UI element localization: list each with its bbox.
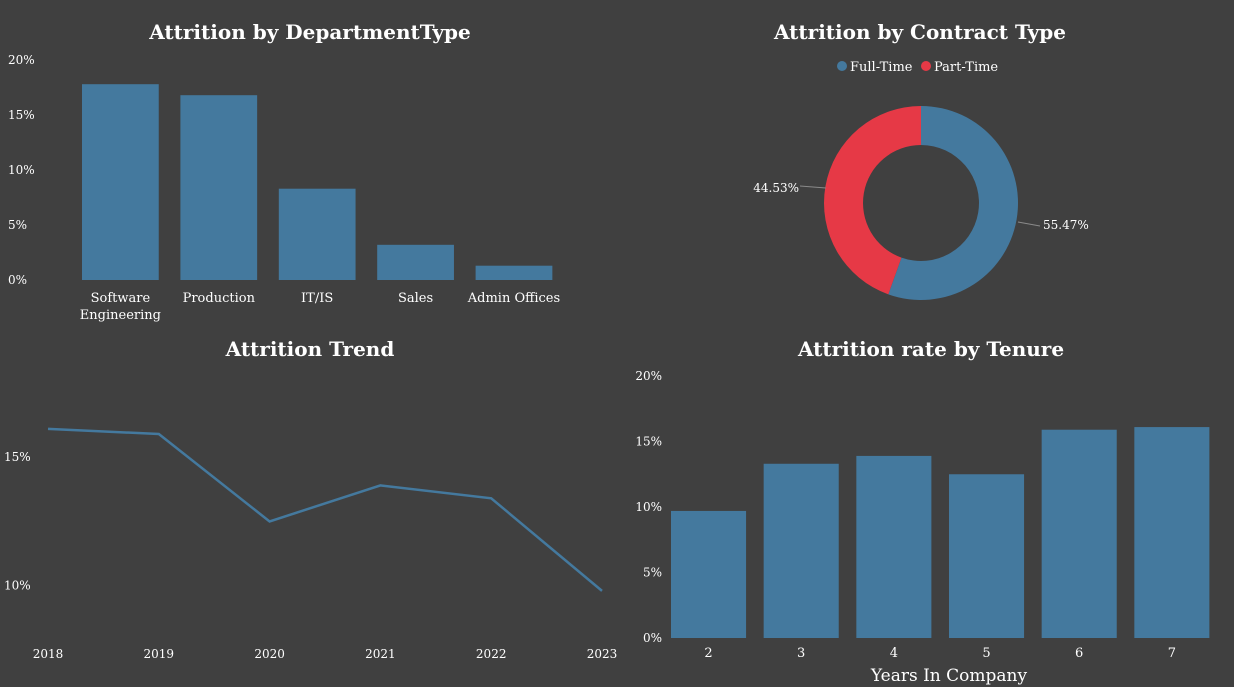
tenure-bars — [671, 427, 1210, 638]
department-attrition-chart: Attrition by DepartmentType 0% 5% 10% 15% 20… — [8, 20, 560, 323]
category-label: 6 — [1075, 646, 1083, 661]
y-tick-label: 10% — [8, 163, 35, 177]
x-tick-label: 2020 — [254, 647, 285, 661]
category-label: Admin Offices — [467, 291, 560, 306]
department-bars — [82, 84, 553, 280]
tenure-x-axis-title: Years In Company — [870, 666, 1028, 686]
category-label: Software Engineering — [80, 291, 161, 323]
trend-series-line — [47, 427, 603, 592]
legend-label-part-time: Part-Time — [934, 60, 998, 75]
category-label: 7 — [1168, 646, 1176, 661]
donut-slices — [824, 106, 1018, 300]
y-tick-label: 10% — [4, 579, 31, 593]
trend-x-axis: 2018 2019 2020 2021 2022 2023 — [33, 647, 618, 661]
x-tick-label: 2018 — [33, 647, 64, 661]
bar — [377, 244, 454, 280]
y-tick-label: 15% — [635, 435, 662, 449]
data-label-part-time: 44.53% — [753, 181, 799, 195]
contract-type-donut-chart: Attrition by Contract Type Full-Time Par… — [753, 20, 1089, 300]
category-label: Sales — [398, 291, 433, 306]
category-label: IT/IS — [301, 291, 333, 306]
tenure-attrition-chart: Attrition rate by Tenure 0% 5% 10% 15% 20% 2… — [635, 337, 1210, 686]
y-tick-label: 15% — [4, 450, 31, 464]
contract-chart-title: Attrition by Contract Type — [773, 20, 1066, 44]
department-x-axis: Software Engineering Production IT/IS Sales A… — [80, 291, 560, 323]
x-tick-label: 2019 — [144, 647, 175, 661]
category-label: Production — [183, 291, 256, 306]
leader-line-part-time — [799, 185, 827, 189]
y-tick-label: 20% — [8, 53, 35, 67]
tenure-chart-title: Attrition rate by Tenure — [797, 337, 1064, 361]
bar — [1041, 429, 1117, 638]
y-tick-label: 5% — [8, 218, 27, 232]
bar — [278, 188, 356, 280]
bar — [671, 510, 747, 638]
contract-legend: Full-Time Part-Time — [837, 60, 998, 75]
bar — [82, 84, 159, 280]
leader-line-full-time — [1017, 221, 1041, 227]
trend-chart-title: Attrition Trend — [225, 337, 395, 361]
donut-slice — [888, 106, 1018, 300]
department-y-axis: 0% 5% 10% 15% 20% — [8, 53, 35, 287]
y-tick-label: 10% — [635, 500, 662, 514]
y-tick-label: 15% — [8, 108, 35, 122]
category-label: 4 — [890, 646, 898, 661]
y-tick-label: 20% — [635, 369, 662, 383]
legend-marker-full-time — [837, 61, 847, 71]
legend-label-full-time: Full-Time — [850, 60, 913, 75]
category-label: 2 — [704, 646, 712, 661]
donut-data-labels: 44.53% 55.47% — [753, 181, 1089, 232]
attrition-trend-chart: Attrition Trend 10%15% 2018 2019 2020 2021 2… — [4, 337, 617, 661]
trend-y-axis: 10% 15% — [4, 450, 31, 593]
tenure-x-axis: 2 3 4 5 6 7 — [704, 646, 1176, 661]
y-tick-label: 0% — [8, 273, 27, 287]
bar — [856, 455, 932, 638]
legend-marker-part-time — [921, 61, 931, 71]
donut-slice — [824, 106, 921, 295]
y-tick-label: 5% — [643, 566, 662, 580]
category-label: 3 — [797, 646, 805, 661]
bar — [949, 474, 1025, 638]
tenure-y-axis: 0% 5% 10% 15% 20% — [635, 369, 662, 645]
data-label-full-time: 55.47% — [1043, 218, 1089, 232]
x-tick-label: 2021 — [365, 647, 396, 661]
x-tick-label: 2022 — [476, 647, 507, 661]
department-chart-title: Attrition by DepartmentType — [148, 20, 471, 44]
bar — [763, 463, 839, 638]
bar — [180, 95, 258, 280]
category-label: 5 — [982, 646, 990, 661]
x-tick-label: 2023 — [587, 647, 618, 661]
bar — [475, 265, 553, 280]
bar — [1134, 427, 1210, 638]
y-tick-label: 0% — [643, 631, 662, 645]
